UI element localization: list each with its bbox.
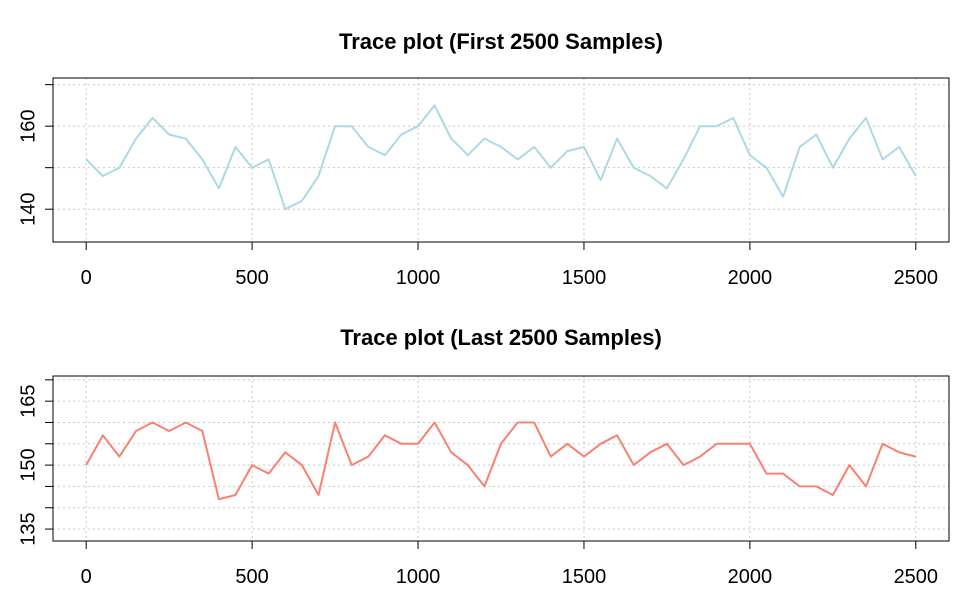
y-tick-label: 150 <box>17 448 39 481</box>
x-tick-label: 1000 <box>396 566 441 588</box>
x-tick-label: 0 <box>81 267 92 289</box>
x-tick-label: 1500 <box>562 267 607 289</box>
x-tick-label: 500 <box>235 566 268 588</box>
x-tick-label: 2000 <box>728 267 773 289</box>
x-tick-label: 2000 <box>728 566 773 588</box>
trace-line <box>85 421 917 501</box>
chart-title: Trace plot (Last 2500 Samples) <box>340 325 662 350</box>
y-tick-label: 140 <box>17 193 39 226</box>
x-tick-label: 1000 <box>396 267 441 289</box>
chart-title: Trace plot (First 2500 Samples) <box>339 29 663 54</box>
plot-frame <box>52 77 950 243</box>
y-tick-label: 160 <box>17 109 39 142</box>
plot-frame <box>52 375 950 542</box>
trace-line <box>85 104 917 211</box>
x-tick-label: 0 <box>81 566 92 588</box>
x-tick-label: 2500 <box>894 566 939 588</box>
y-tick-label: 165 <box>17 384 39 417</box>
x-tick-label: 2500 <box>894 267 939 289</box>
x-tick-label: 500 <box>235 267 268 289</box>
y-tick-label: 135 <box>17 512 39 545</box>
x-tick-label: 1500 <box>562 566 607 588</box>
